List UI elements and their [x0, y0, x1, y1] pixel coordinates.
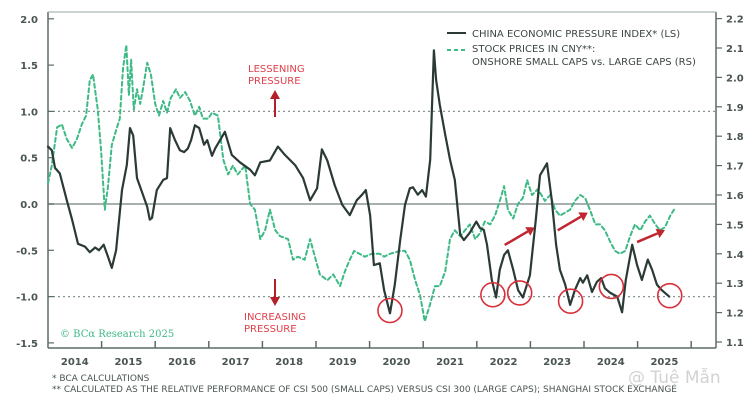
- lessening-label-1: LESSENING: [248, 64, 305, 75]
- lessening-label-2: PRESSURE: [248, 76, 301, 87]
- x-tick-label: 2018: [275, 357, 303, 368]
- trough-circle: [506, 280, 533, 306]
- legend-label-pressure-index: CHINA ECONOMIC PRESSURE INDEX* (LS): [472, 29, 680, 40]
- x-tick-label: 2017: [222, 357, 250, 368]
- left-tick-label: 1.5: [20, 61, 38, 72]
- right-tick-label: 1.4: [726, 250, 744, 261]
- increasing-label-2: PRESSURE: [244, 324, 297, 335]
- right-tick-label: 1.9: [726, 103, 744, 114]
- trough-circle: [656, 282, 683, 309]
- right-tick-label: 1.8: [726, 132, 744, 143]
- copyright: © BCα Research 2025: [60, 329, 174, 340]
- x-tick-label: 2025: [650, 357, 678, 368]
- x-tick-label: 2021: [436, 357, 464, 368]
- trend-arrow-shaft: [636, 232, 659, 244]
- left-tick-label: 0.0: [20, 200, 38, 211]
- footnote-2: ** CALCULATED AS THE RELATIVE PERFORMANC…: [52, 385, 677, 395]
- trend-arrow-head: [578, 212, 588, 222]
- trend-arrow-shaft: [504, 230, 529, 247]
- left-tick-label: 2.0: [20, 15, 38, 26]
- increasing-label-1: INCREASING: [244, 312, 306, 323]
- right-tick-label: 1.1: [726, 338, 744, 349]
- legend-label-stock-prices-1: STOCK PRICES IN CNY**:: [472, 44, 595, 55]
- arrow-up-icon: [270, 90, 280, 117]
- x-tick-label: 2024: [597, 357, 625, 368]
- trend-arrow-head: [525, 227, 535, 236]
- left-tick-label: 0.5: [20, 154, 38, 165]
- right-tick-label: 1.6: [726, 191, 744, 202]
- trend-arrow-icon: [636, 228, 665, 244]
- right-tick-label: 2.2: [726, 15, 744, 26]
- right-tick-label: 1.5: [726, 220, 744, 231]
- trend-arrow-icon: [557, 212, 588, 232]
- right-tick-label: 1.2: [726, 309, 744, 320]
- right-tick-label: 1.3: [726, 279, 744, 290]
- left-tick-label: 1.0: [20, 107, 38, 118]
- series-layer: [46, 44, 675, 323]
- trough-circle: [557, 288, 584, 315]
- trough-circle: [377, 297, 403, 324]
- arrow-down-icon: [270, 279, 280, 306]
- x-tick-label: 2023: [543, 357, 571, 368]
- x-tick-label: 2016: [168, 357, 196, 368]
- lessening-pressure-annotation: LESSENING PRESSURE: [248, 64, 305, 117]
- plot-frame: [47, 11, 717, 349]
- trough-circle: [480, 281, 506, 308]
- left-tick-label: -1.0: [16, 293, 38, 304]
- legend-label-stock-prices-2: ONSHORE SMALL CAPS vs. LARGE CAPS (RS): [472, 57, 696, 68]
- x-tick-label: 2015: [114, 357, 142, 368]
- x-tick-label: 2019: [329, 357, 357, 368]
- trend-arrow-shaft: [557, 215, 582, 232]
- trough-circle: [598, 273, 625, 300]
- watermark: @ Tuệ Mẫn: [628, 367, 721, 388]
- increasing-pressure-annotation: INCREASING PRESSURE: [244, 279, 306, 335]
- legend: CHINA ECONOMIC PRESSURE INDEX* (LS) STOC…: [447, 29, 696, 68]
- right-tick-label: 1.7: [726, 162, 744, 173]
- left-tick-label: -1.5: [16, 339, 38, 350]
- series-line-pressure-index: [46, 49, 671, 315]
- trend-arrow-icon: [504, 227, 535, 247]
- right-tick-label: 2.0: [726, 73, 744, 84]
- axis-ticks: 2.0 1.5 1.0 0.5 0.0 -0.5 -1.0 -1.5 2.2 2.1 2.0 1.9 1…: [16, 15, 744, 368]
- annotations-layer: [377, 212, 683, 324]
- series-line-stock-prices: [47, 44, 675, 323]
- left-tick-label: -0.5: [16, 246, 38, 257]
- trend-arrow-head: [655, 228, 665, 238]
- x-tick-label: 2022: [490, 357, 518, 368]
- right-tick-label: 2.1: [726, 44, 744, 55]
- footnote-1: * BCA CALCULATIONS: [52, 374, 150, 384]
- grid: [48, 110, 716, 298]
- x-tick-label: 2014: [61, 357, 89, 368]
- x-tick-label: 2020: [382, 357, 410, 368]
